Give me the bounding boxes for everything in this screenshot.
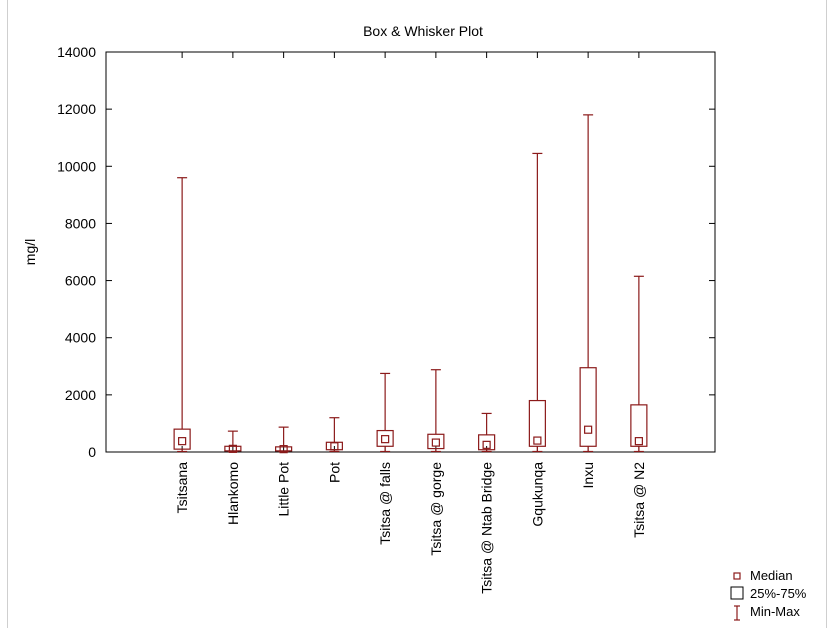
- median-marker: [431, 438, 440, 447]
- iqr-box: [478, 434, 496, 451]
- box-9: [630, 275, 648, 453]
- iqr-box: [275, 446, 293, 452]
- x-tick-label: Tsitsa @ Ntab Bridge: [479, 462, 495, 594]
- x-tick-label: Hlankomo: [225, 462, 241, 525]
- iqr-box: [528, 399, 546, 447]
- x-tick-label: Tsitsa @ gorge: [428, 462, 444, 556]
- box-4: [376, 372, 394, 453]
- y-tick-label: 8000: [65, 215, 96, 231]
- x-tick-label: Pot: [326, 462, 342, 483]
- median-marker: [279, 445, 288, 454]
- median-marker: [634, 437, 643, 446]
- x-tick-label: Gqukunqa: [529, 462, 545, 527]
- box-1: [224, 430, 242, 453]
- iqr-box: [579, 367, 597, 447]
- x-axis-ticks: [181, 52, 640, 452]
- iqr-box: [427, 433, 445, 450]
- iqr-box: [630, 404, 648, 447]
- legend-whisker-icon: [734, 605, 740, 621]
- y-tick-label: 2000: [65, 387, 96, 403]
- y-axis: 0 2000 4000 6000 8000 10000 12000 14000: [57, 44, 715, 460]
- median-marker: [228, 444, 237, 453]
- box-0: [173, 177, 191, 453]
- y-tick-label: 6000: [65, 273, 96, 289]
- chart-title: Box & Whisker Plot: [363, 23, 483, 39]
- iqr-box: [376, 429, 394, 447]
- x-tick-label: Inxu: [580, 462, 596, 488]
- legend-box-label: 25%-75%: [750, 586, 807, 601]
- x-tick-label: Tsitsana: [174, 462, 190, 514]
- x-tick-label: Little Pot: [276, 462, 292, 517]
- median-marker: [533, 436, 542, 445]
- y-tick-label: 4000: [65, 330, 96, 346]
- box-7: [528, 152, 546, 453]
- legend-median-icon: [733, 572, 741, 580]
- median-marker: [381, 435, 390, 444]
- y-axis-label: mg/l: [22, 239, 38, 265]
- legend-whisker-label: Min-Max: [750, 604, 800, 619]
- box-3: [325, 417, 343, 453]
- median-marker: [584, 425, 593, 434]
- x-tick-label: Tsitsa @ falls: [377, 462, 393, 545]
- x-axis-labels: Tsitsana Hlankomo Little Pot Pot Tsitsa @ fa…: [174, 462, 647, 594]
- median-marker: [178, 437, 187, 446]
- x-tick-label: Tsitsa @ N2: [631, 462, 647, 538]
- y-tick-label: 10000: [57, 158, 96, 174]
- box-6: [478, 412, 496, 453]
- legend-median-label: Median: [750, 568, 793, 583]
- box-2: [275, 426, 293, 454]
- median-marker: [330, 442, 339, 451]
- plot-area-frame: [105, 51, 716, 453]
- y-tick-label: 12000: [57, 101, 96, 117]
- iqr-box: [173, 428, 191, 450]
- median-marker: [482, 440, 491, 449]
- y-tick-label: 14000: [57, 44, 96, 60]
- legend: Median 25%-75% Min-Max: [730, 568, 807, 621]
- box-series: [173, 114, 648, 454]
- iqr-box: [224, 445, 242, 452]
- legend-box-icon: [730, 586, 744, 600]
- box-5: [427, 369, 445, 453]
- y-tick-label: 0: [88, 444, 96, 460]
- box-8: [579, 114, 597, 453]
